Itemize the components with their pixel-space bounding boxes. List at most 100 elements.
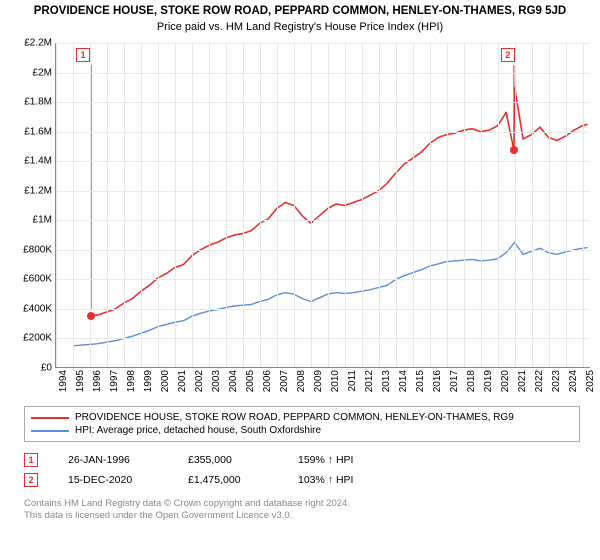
x-tick-label: 2007 xyxy=(279,370,290,392)
gridline-h xyxy=(56,73,590,74)
gridline-v xyxy=(362,43,363,367)
gridline-v xyxy=(328,43,329,367)
sale-row-pct: 159% ↑ HPI xyxy=(298,454,353,466)
x-tick-label: 2017 xyxy=(449,370,460,392)
gridline-v xyxy=(566,43,567,367)
footer-line-2: This data is licensed under the Open Gov… xyxy=(24,510,580,522)
x-tick-label: 2016 xyxy=(432,370,443,392)
x-tick-label: 2019 xyxy=(483,370,494,392)
sale-row-marker: 1 xyxy=(24,453,38,467)
legend-row: HPI: Average price, detached house, Sout… xyxy=(31,424,573,437)
legend-row: PROVIDENCE HOUSE, STOKE ROW ROAD, PEPPAR… xyxy=(31,411,573,424)
x-tick-label: 2009 xyxy=(313,370,324,392)
x-tick-label: 1999 xyxy=(143,370,154,392)
gridline-v xyxy=(294,43,295,367)
gridline-h xyxy=(56,191,590,192)
gridline-h xyxy=(56,161,590,162)
gridline-v xyxy=(345,43,346,367)
x-tick-label: 2015 xyxy=(415,370,426,392)
y-tick-label: £2M xyxy=(33,67,52,78)
x-tick-label: 2018 xyxy=(466,370,477,392)
y-tick-label: £1.8M xyxy=(24,97,52,108)
x-tick-label: 1998 xyxy=(126,370,137,392)
chart-area: 12 £0£200K£400K£600K£800K£1M£1.2M£1.4M£1… xyxy=(0,38,600,400)
x-tick-label: 1997 xyxy=(109,370,120,392)
x-tick-label: 1994 xyxy=(58,370,69,392)
gridline-h xyxy=(56,309,590,310)
sale-row-pct: 103% ↑ HPI xyxy=(298,474,353,486)
gridline-h xyxy=(56,338,590,339)
gridline-v xyxy=(260,43,261,367)
legend-swatch xyxy=(31,417,69,419)
gridline-h xyxy=(56,250,590,251)
x-tick-label: 1995 xyxy=(75,370,86,392)
sale-marker-box: 1 xyxy=(76,48,90,62)
x-tick-label: 2023 xyxy=(551,370,562,392)
gridline-v xyxy=(56,43,57,367)
sale-row-date: 26-JAN-1996 xyxy=(68,454,158,466)
gridline-v xyxy=(515,43,516,367)
plot-area: 12 xyxy=(55,43,590,368)
sale-row: 215-DEC-2020£1,475,000103% ↑ HPI xyxy=(24,470,580,490)
gridline-v xyxy=(175,43,176,367)
chart-title: PROVIDENCE HOUSE, STOKE ROW ROAD, PEPPAR… xyxy=(10,4,590,19)
x-tick-label: 2001 xyxy=(177,370,188,392)
gridline-v xyxy=(549,43,550,367)
y-tick-label: £0 xyxy=(41,363,52,374)
sale-row-price: £355,000 xyxy=(188,454,268,466)
sale-marker-box: 2 xyxy=(501,48,515,62)
gridline-v xyxy=(73,43,74,367)
sales-table: 1 26-JAN-1996 £355,000 159% ↑ HPI 215-DEC-20… xyxy=(24,450,580,490)
sale-marker-dot xyxy=(510,146,518,154)
x-tick-label: 2022 xyxy=(534,370,545,392)
gridline-v xyxy=(379,43,380,367)
y-tick-label: £1.4M xyxy=(24,156,52,167)
x-tick-label: 2006 xyxy=(262,370,273,392)
gridline-v xyxy=(141,43,142,367)
x-tick-label: 2004 xyxy=(228,370,239,392)
x-tick-label: 2005 xyxy=(245,370,256,392)
gridline-h xyxy=(56,279,590,280)
x-tick-label: 2013 xyxy=(381,370,392,392)
gridline-v xyxy=(464,43,465,367)
legend-and-footer: PROVIDENCE HOUSE, STOKE ROW ROAD, PEPPAR… xyxy=(24,406,580,523)
x-tick-label: 1996 xyxy=(92,370,103,392)
x-tick-label: 2010 xyxy=(330,370,341,392)
gridline-v xyxy=(413,43,414,367)
gridline-v xyxy=(311,43,312,367)
y-tick-label: £200K xyxy=(23,333,52,344)
y-tick-label: £1.6M xyxy=(24,126,52,137)
gridline-v xyxy=(277,43,278,367)
x-tick-label: 2002 xyxy=(194,370,205,392)
gridline-v xyxy=(532,43,533,367)
y-tick-label: £1M xyxy=(33,215,52,226)
gridline-v xyxy=(396,43,397,367)
gridline-v xyxy=(209,43,210,367)
gridline-v xyxy=(192,43,193,367)
y-tick-label: £400K xyxy=(23,303,52,314)
x-tick-label: 2025 xyxy=(585,370,596,392)
x-tick-label: 2014 xyxy=(398,370,409,392)
chart-svg xyxy=(56,43,590,367)
legend-label: PROVIDENCE HOUSE, STOKE ROW ROAD, PEPPAR… xyxy=(75,412,514,423)
x-tick-label: 2021 xyxy=(517,370,528,392)
sale-marker-dot xyxy=(87,312,95,320)
x-tick-label: 2000 xyxy=(160,370,171,392)
gridline-v xyxy=(498,43,499,367)
gridline-h xyxy=(56,102,590,103)
y-tick-label: £800K xyxy=(23,244,52,255)
gridline-h xyxy=(56,43,590,44)
x-tick-label: 2012 xyxy=(364,370,375,392)
y-tick-label: £2.2M xyxy=(24,38,52,49)
legend-label: HPI: Average price, detached house, Sout… xyxy=(75,425,321,436)
gridline-v xyxy=(226,43,227,367)
gridline-v xyxy=(107,43,108,367)
gridline-h xyxy=(56,132,590,133)
x-tick-label: 2011 xyxy=(347,370,358,392)
gridline-v xyxy=(447,43,448,367)
chart-subtitle: Price paid vs. HM Land Registry's House … xyxy=(10,21,590,33)
x-tick-label: 2003 xyxy=(211,370,222,392)
gridline-v xyxy=(481,43,482,367)
x-tick-label: 2024 xyxy=(568,370,579,392)
gridline-h xyxy=(56,220,590,221)
